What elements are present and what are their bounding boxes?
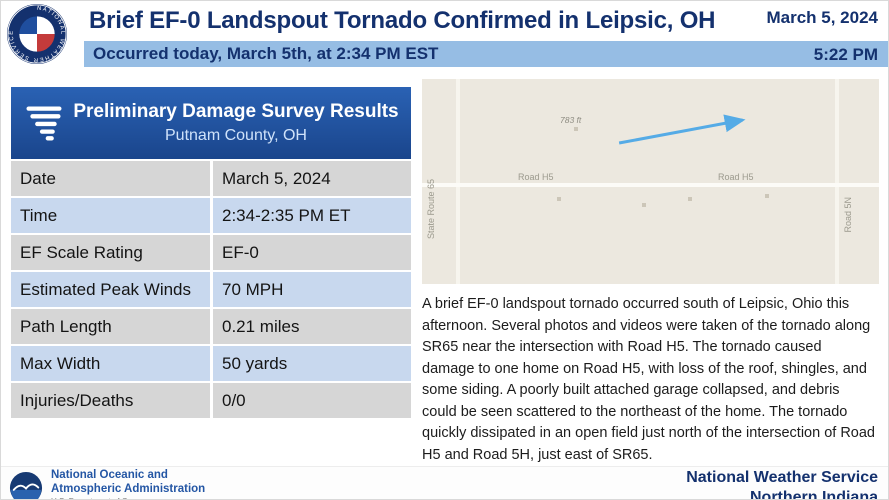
row-label: Max Width (11, 346, 210, 381)
page-title: Brief EF-0 Landspout Tornado Confirmed i… (89, 7, 716, 34)
row-value: 50 yards (213, 346, 411, 381)
map-label-road-h5-left: Road H5 (518, 172, 554, 182)
noaa-signature: National Oceanic and Atmospheric Adminis… (9, 468, 206, 499)
map-label-road-h5-right: Road H5 (718, 172, 754, 182)
table-row: Path Length 0.21 miles (11, 309, 411, 344)
nws-office-signature: National Weather Service Northern Indian… (686, 468, 878, 500)
noaa-line-2: Atmospheric Administration (51, 482, 206, 495)
tornado-path-arrow (618, 114, 746, 145)
row-label: Path Length (11, 309, 210, 344)
row-value: 0.21 miles (213, 309, 411, 344)
occurrence-bar: Occurred today, March 5th, at 2:34 PM ES… (84, 41, 888, 67)
noaa-line-3: U.S. Department of Commerce (51, 497, 205, 499)
tornado-path-map: State Route 65 Road 5N Road H5 Road H5 7… (422, 79, 879, 284)
noaa-logo-icon (9, 471, 43, 499)
map-building (642, 203, 646, 207)
row-value: 70 MPH (213, 272, 411, 307)
row-value: EF-0 (213, 235, 411, 270)
map-label-road-5n: Road 5N (843, 197, 853, 233)
tornado-icon (21, 100, 67, 146)
row-label: Injuries/Deaths (11, 383, 210, 418)
table-row: Time 2:34-2:35 PM ET (11, 198, 411, 233)
noaa-line-1: National Oceanic and (51, 468, 168, 481)
map-label-elevation: 783 ft (560, 115, 582, 125)
row-label: Date (11, 161, 210, 196)
survey-title: Preliminary Damage Survey Results (73, 101, 399, 122)
office-line-1: National Weather Service (686, 468, 878, 486)
table-row: Estimated Peak Winds 70 MPH (11, 272, 411, 307)
event-description: A brief EF-0 landspout tornado occurred … (422, 296, 875, 463)
table-row: Injuries/Deaths 0/0 (11, 383, 411, 418)
map-building (557, 197, 561, 201)
footer: National Oceanic and Atmospheric Adminis… (1, 466, 888, 500)
row-label: Estimated Peak Winds (11, 272, 210, 307)
table-row: Max Width 50 yards (11, 346, 411, 381)
survey-subtitle: Putnam County, OH (165, 127, 307, 144)
survey-header-text: Preliminary Damage Survey Results Putnam… (71, 101, 401, 145)
row-label: Time (11, 198, 210, 233)
row-value: 2:34-2:35 PM ET (213, 198, 411, 233)
row-value: 0/0 (213, 383, 411, 418)
map-building (765, 194, 769, 198)
row-value: March 5, 2024 (213, 161, 411, 196)
nws-logo-icon: NATIONAL WEATHER SERVICE (6, 3, 68, 65)
damage-survey-table: Preliminary Damage Survey Results Putnam… (11, 87, 411, 466)
row-label: EF Scale Rating (11, 235, 210, 270)
header: NATIONAL WEATHER SERVICE Brief EF-0 Land… (1, 1, 888, 67)
office-line-2: Northern Indiana (749, 488, 878, 500)
main-content: Preliminary Damage Survey Results Putnam… (1, 67, 888, 466)
map-label-state-route-65: State Route 65 (426, 179, 436, 240)
survey-table-header: Preliminary Damage Survey Results Putnam… (11, 87, 411, 159)
road-h5-road (422, 183, 879, 187)
state-route-65-road (456, 79, 460, 284)
table-row: Date March 5, 2024 (11, 161, 411, 196)
right-column: State Route 65 Road 5N Road H5 Road H5 7… (422, 79, 879, 466)
map-building (574, 127, 578, 131)
header-time: 5:22 PM (813, 45, 878, 64)
occurrence-subtitle: Occurred today, March 5th, at 2:34 PM ES… (93, 44, 439, 63)
map-building (688, 197, 692, 201)
table-row: EF Scale Rating EF-0 (11, 235, 411, 270)
road-5n-road (835, 79, 839, 284)
header-date: March 5, 2024 (766, 8, 878, 27)
noaa-text: National Oceanic and Atmospheric Adminis… (51, 468, 206, 499)
